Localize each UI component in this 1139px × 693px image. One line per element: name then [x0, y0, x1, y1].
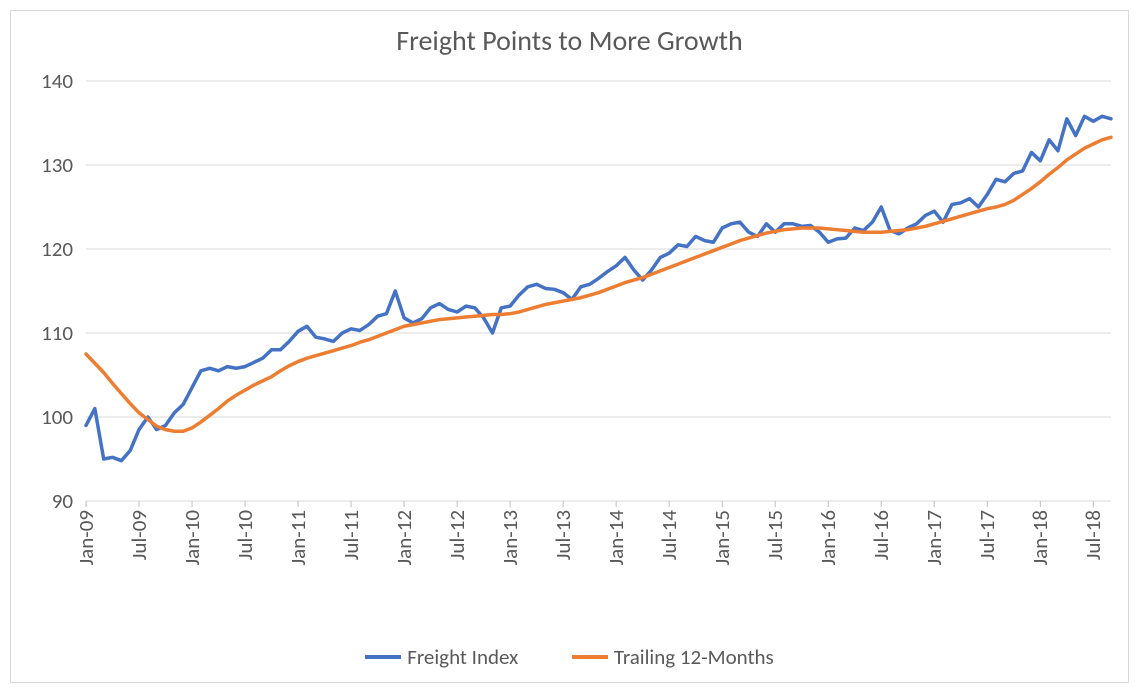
x-tick-label: Jan-17 — [921, 510, 947, 566]
x-tick-label: Jul-17 — [974, 510, 1000, 560]
x-tick-label: Jan-13 — [497, 510, 523, 566]
series-line — [86, 116, 1111, 460]
x-tick-label: Jul-11 — [338, 510, 364, 560]
x-tick-label: Jul-18 — [1080, 510, 1106, 560]
x-tick-label: Jan-10 — [179, 510, 205, 566]
x-axis-labels: Jan-09Jul-09Jan-10Jul-10Jan-11Jul-11Jan-… — [86, 506, 1111, 616]
chart-frame: Freight Points to More Growth 90 100 110 12… — [10, 10, 1129, 683]
y-tick-label: 100 — [13, 404, 73, 430]
y-tick-label: 110 — [13, 320, 73, 346]
x-tick-label: Jul-14 — [656, 510, 682, 560]
legend: Freight Index Trailing 12-Months — [11, 644, 1128, 670]
chart-title: Freight Points to More Growth — [11, 23, 1128, 58]
x-tick-label: Jul-12 — [444, 510, 470, 560]
x-tick-label: Jul-15 — [762, 510, 788, 560]
series-line — [86, 137, 1111, 431]
legend-swatch-trailing-12-months — [572, 655, 608, 659]
plot-svg — [86, 81, 1111, 501]
x-tick-label: Jan-12 — [391, 510, 417, 566]
legend-item-freight-index: Freight Index — [365, 644, 518, 670]
x-tick-label: Jan-09 — [73, 510, 99, 566]
legend-label: Trailing 12-Months — [614, 644, 774, 670]
x-tick-label: Jul-10 — [232, 510, 258, 560]
y-axis-labels: 90100110120130140 — [11, 81, 81, 501]
legend-swatch-freight-index — [365, 655, 401, 659]
legend-item-trailing-12-months: Trailing 12-Months — [572, 644, 774, 670]
plot-area — [86, 81, 1111, 501]
legend-label: Freight Index — [407, 644, 518, 670]
x-tick-label: Jul-13 — [550, 510, 576, 560]
x-tick-label: Jan-14 — [603, 510, 629, 566]
x-tick-label: Jul-16 — [868, 510, 894, 560]
y-tick-label: 90 — [13, 488, 73, 514]
x-tick-label: Jul-09 — [126, 510, 152, 560]
y-tick-label: 120 — [13, 236, 73, 262]
y-tick-label: 140 — [13, 68, 73, 94]
x-tick-label: Jan-18 — [1027, 510, 1053, 566]
x-tick-label: Jan-16 — [815, 510, 841, 566]
x-tick-label: Jan-15 — [709, 510, 735, 566]
x-tick-label: Jan-11 — [285, 510, 311, 566]
y-tick-label: 130 — [13, 152, 73, 178]
